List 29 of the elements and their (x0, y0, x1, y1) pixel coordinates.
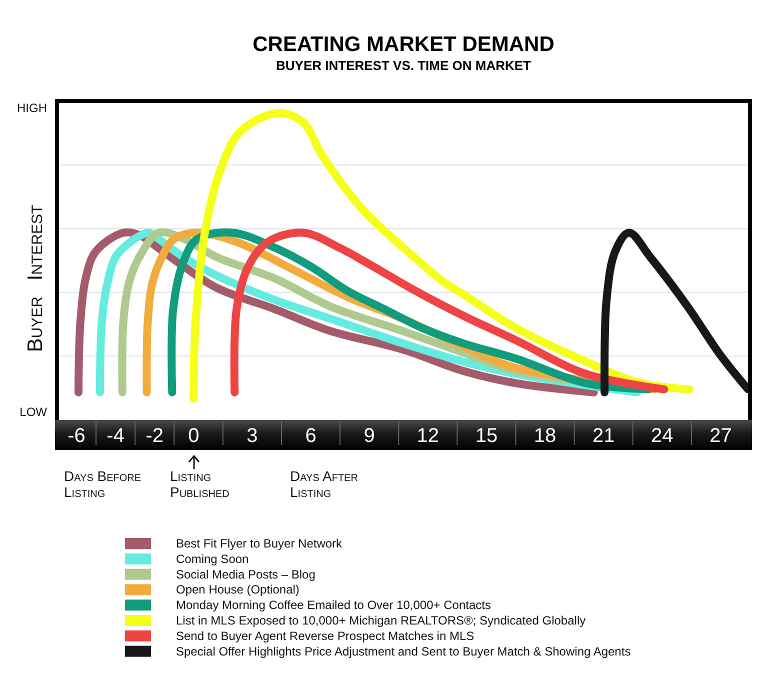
y-axis-title: Buyer Interest (24, 204, 47, 352)
x-tick-label: 12 (416, 425, 440, 447)
legend-label: Special Offer Highlights Price Adjustment and Sent to Buyer Match & Showing Agents (176, 644, 631, 658)
x-tick-label: 27 (710, 425, 732, 447)
legend-label: Monday Morning Coffee Emailed to Over 10,000+ Contacts (176, 598, 491, 612)
x-tick-label: 24 (651, 425, 674, 447)
text: LOW (20, 405, 48, 419)
x-tick-label: -2 (146, 425, 164, 447)
chart-title: CREATING MARKET DEMAND (252, 33, 554, 56)
legend-label: Open House (Optional) (176, 582, 300, 597)
x-tick-label: 3 (246, 425, 258, 447)
x-tick-label: -6 (68, 425, 86, 447)
x-tick-label: 15 (475, 425, 498, 447)
legend-label: Coming Soon (176, 552, 249, 566)
x-tick-label: -4 (106, 425, 124, 447)
x-tick-label: 0 (188, 425, 200, 447)
text: Listing Published (170, 468, 230, 500)
x-tick-label: 6 (305, 425, 316, 447)
text: HIGH (17, 101, 47, 115)
chart-subtitle: BUYER INTEREST VS. TIME ON MARKET (276, 58, 532, 73)
legend-label: List in MLS Exposed to 10,000+ Michigan REALTORS®; Syndicated Globally (176, 614, 586, 628)
text: Days Before Listing (64, 468, 142, 500)
legend-label: Best Fit Flyer to Buyer Network (176, 536, 344, 550)
x-tick-label: 18 (534, 425, 556, 447)
x-tick-label: 21 (592, 425, 615, 447)
x-tick-label: 9 (364, 425, 375, 447)
legend-label: Send to Buyer Agent Reverse Prospect Matches in MLS (176, 628, 474, 643)
legend-label: Social Media Posts – Blog (176, 567, 316, 582)
text: Days After Listing (290, 468, 358, 500)
